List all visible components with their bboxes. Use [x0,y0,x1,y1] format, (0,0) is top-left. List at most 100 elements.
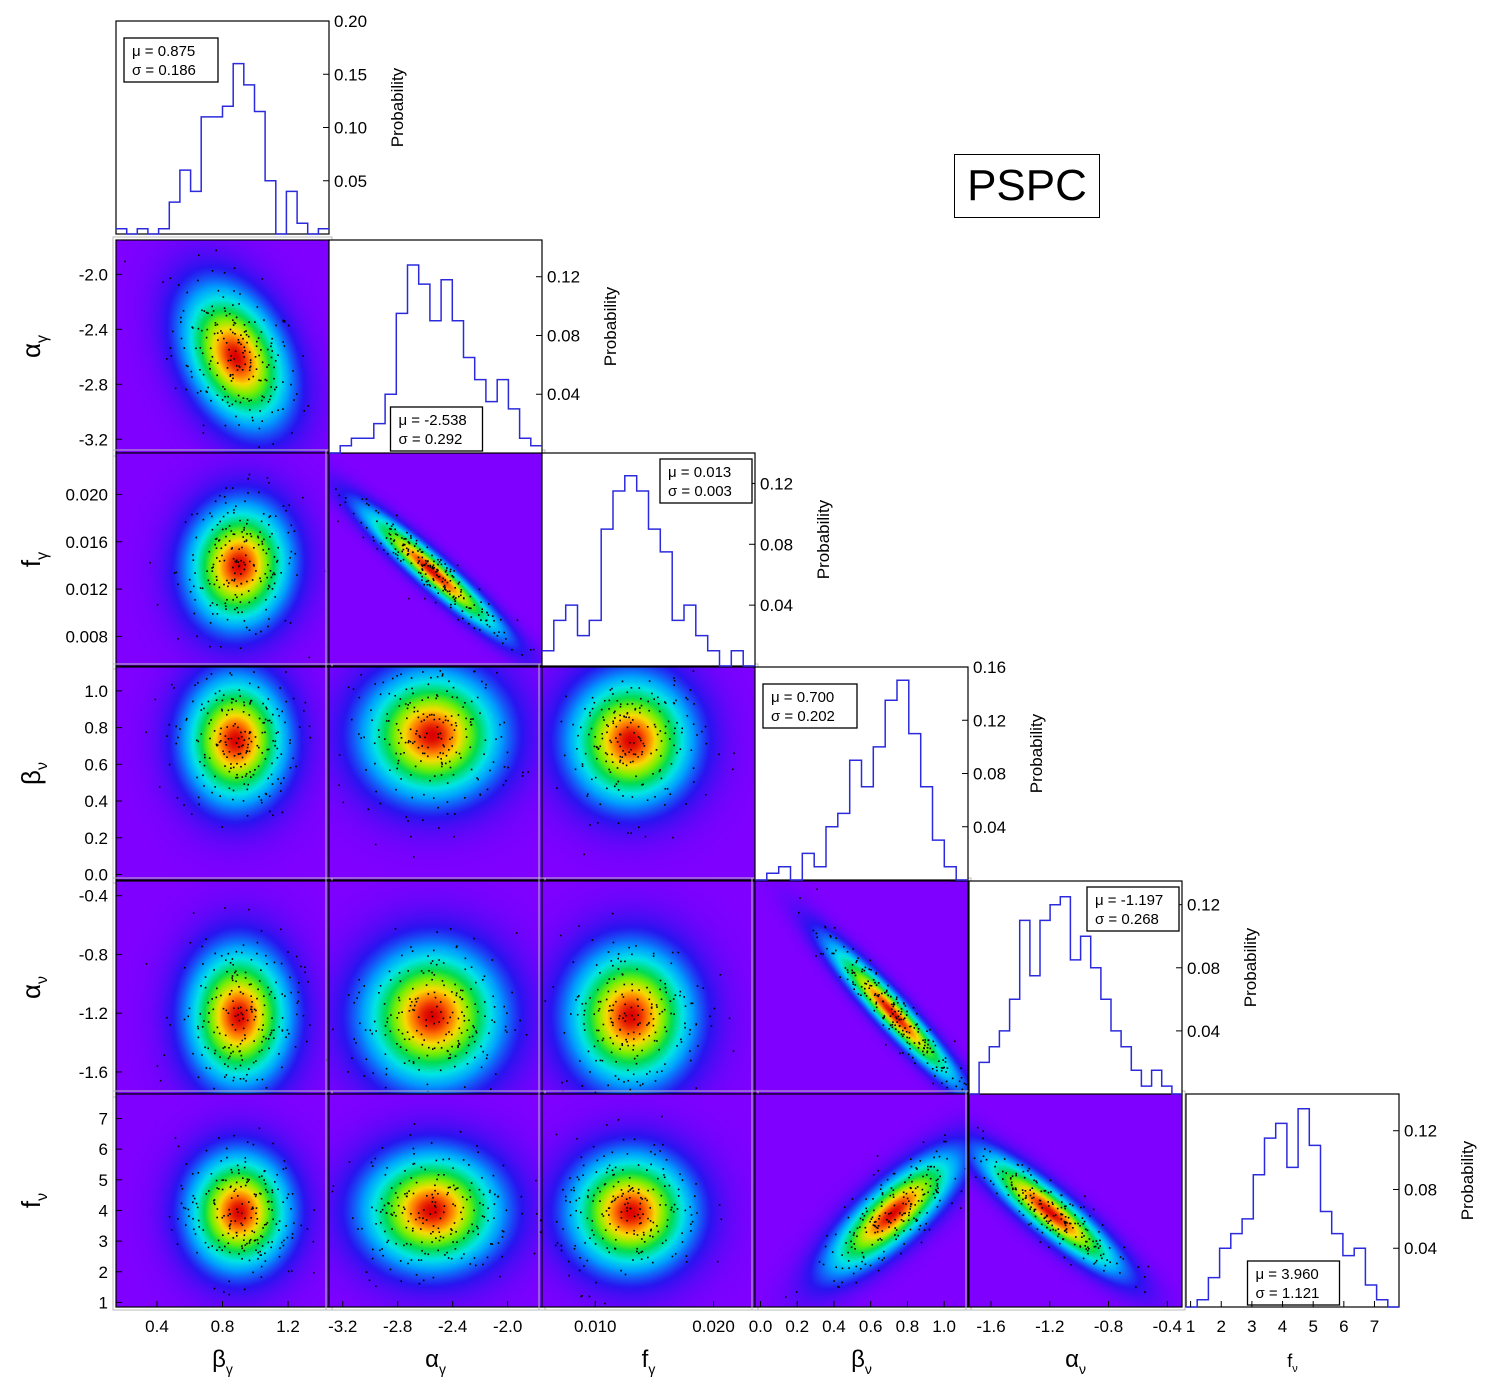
sample-point [230,1185,232,1188]
sample-point [905,1014,908,1016]
sample-point [201,309,203,312]
sample-point [677,1188,680,1191]
sample-point [443,584,446,587]
sample-point [243,1249,246,1252]
sample-point [241,776,244,778]
sample-point [179,728,181,730]
sample-point [892,1005,895,1008]
sample-point [260,379,262,382]
sample-point [210,1173,213,1175]
sample-point [258,717,261,720]
sample-point [192,554,194,556]
sample-point [240,573,242,575]
sample-point [456,1187,459,1189]
sample-point [861,1213,864,1215]
sample-point [233,578,236,581]
sample-point [255,1060,257,1062]
sample-point [199,1013,202,1015]
sample-point [980,1160,982,1163]
sample-point [267,625,269,628]
y-tick-label: 0.04 [973,818,1006,837]
sample-point [256,1239,259,1241]
sample-point [489,1189,491,1192]
sample-point [470,1182,473,1184]
sample-point [243,739,246,741]
sample-point [230,767,232,769]
sample-point [239,601,242,603]
sample-point [232,798,234,801]
sample-point [877,1227,879,1229]
sample-point [251,1011,253,1013]
sample-point [659,769,661,771]
sample-point [353,1001,355,1004]
sample-point [1018,1200,1020,1202]
sample-point [617,822,620,825]
sample-point [871,1243,874,1246]
sample-point [268,1208,270,1210]
sample-point [359,1022,361,1025]
sample-point [250,399,252,402]
sample-point [886,989,888,992]
sample-point [843,946,845,948]
sample-point [612,941,615,944]
sample-point [492,1174,495,1177]
sample-point [560,1244,563,1247]
sample-point [395,1242,397,1245]
sample-point [265,1223,268,1226]
sample-point [218,1246,221,1249]
y-tick-label: 0.6 [84,755,108,774]
sample-point [926,1030,928,1032]
sample-point [177,736,179,739]
sample-point [282,319,284,322]
sample-point [626,1232,628,1234]
sample-point [246,746,249,749]
sample-point [612,693,614,695]
sample-point [622,762,624,765]
sample-point [224,1063,226,1065]
sample-point [438,718,441,720]
sample-point [242,397,245,399]
sample-point [446,690,448,692]
sample-point [227,738,230,740]
sample-point [651,692,653,695]
sample-point [221,709,223,712]
sample-point [880,1239,883,1241]
sample-point [271,588,274,590]
sample-point [1069,1222,1072,1225]
sample-point [391,1205,393,1207]
sample-point [403,752,405,754]
sample-point [421,579,423,581]
sample-point [383,549,385,551]
sample-point [1040,1203,1042,1205]
sample-point [852,1272,855,1275]
sample-point [261,540,263,543]
sample-point [280,753,283,755]
sample-point [593,1234,595,1236]
sample-point [892,1189,895,1191]
sample-point [237,394,240,397]
sample-point [258,491,260,494]
sample-point [253,1008,256,1011]
sample-point [265,379,268,382]
sample-point [903,1243,905,1245]
sample-point [203,707,205,710]
sample-point [269,515,272,517]
sample-point [244,1217,246,1220]
y-tick-label: -2.8 [79,375,108,394]
sample-point [1143,1276,1146,1278]
sample-point [435,963,438,966]
sample-point [1061,1213,1064,1216]
x-tick-label: 0.0 [749,1317,773,1336]
sample-point [457,583,460,585]
sample-point [1031,1187,1034,1189]
sample-point [421,568,423,570]
sample-point [432,578,434,580]
sample-point [908,1031,911,1034]
sample-point [234,1015,237,1017]
sample-point [242,744,244,746]
sample-point [462,617,464,620]
sample-point [578,995,580,997]
sample-point [386,553,389,555]
sample-point [455,597,457,599]
probability-label: Probability [388,67,407,147]
